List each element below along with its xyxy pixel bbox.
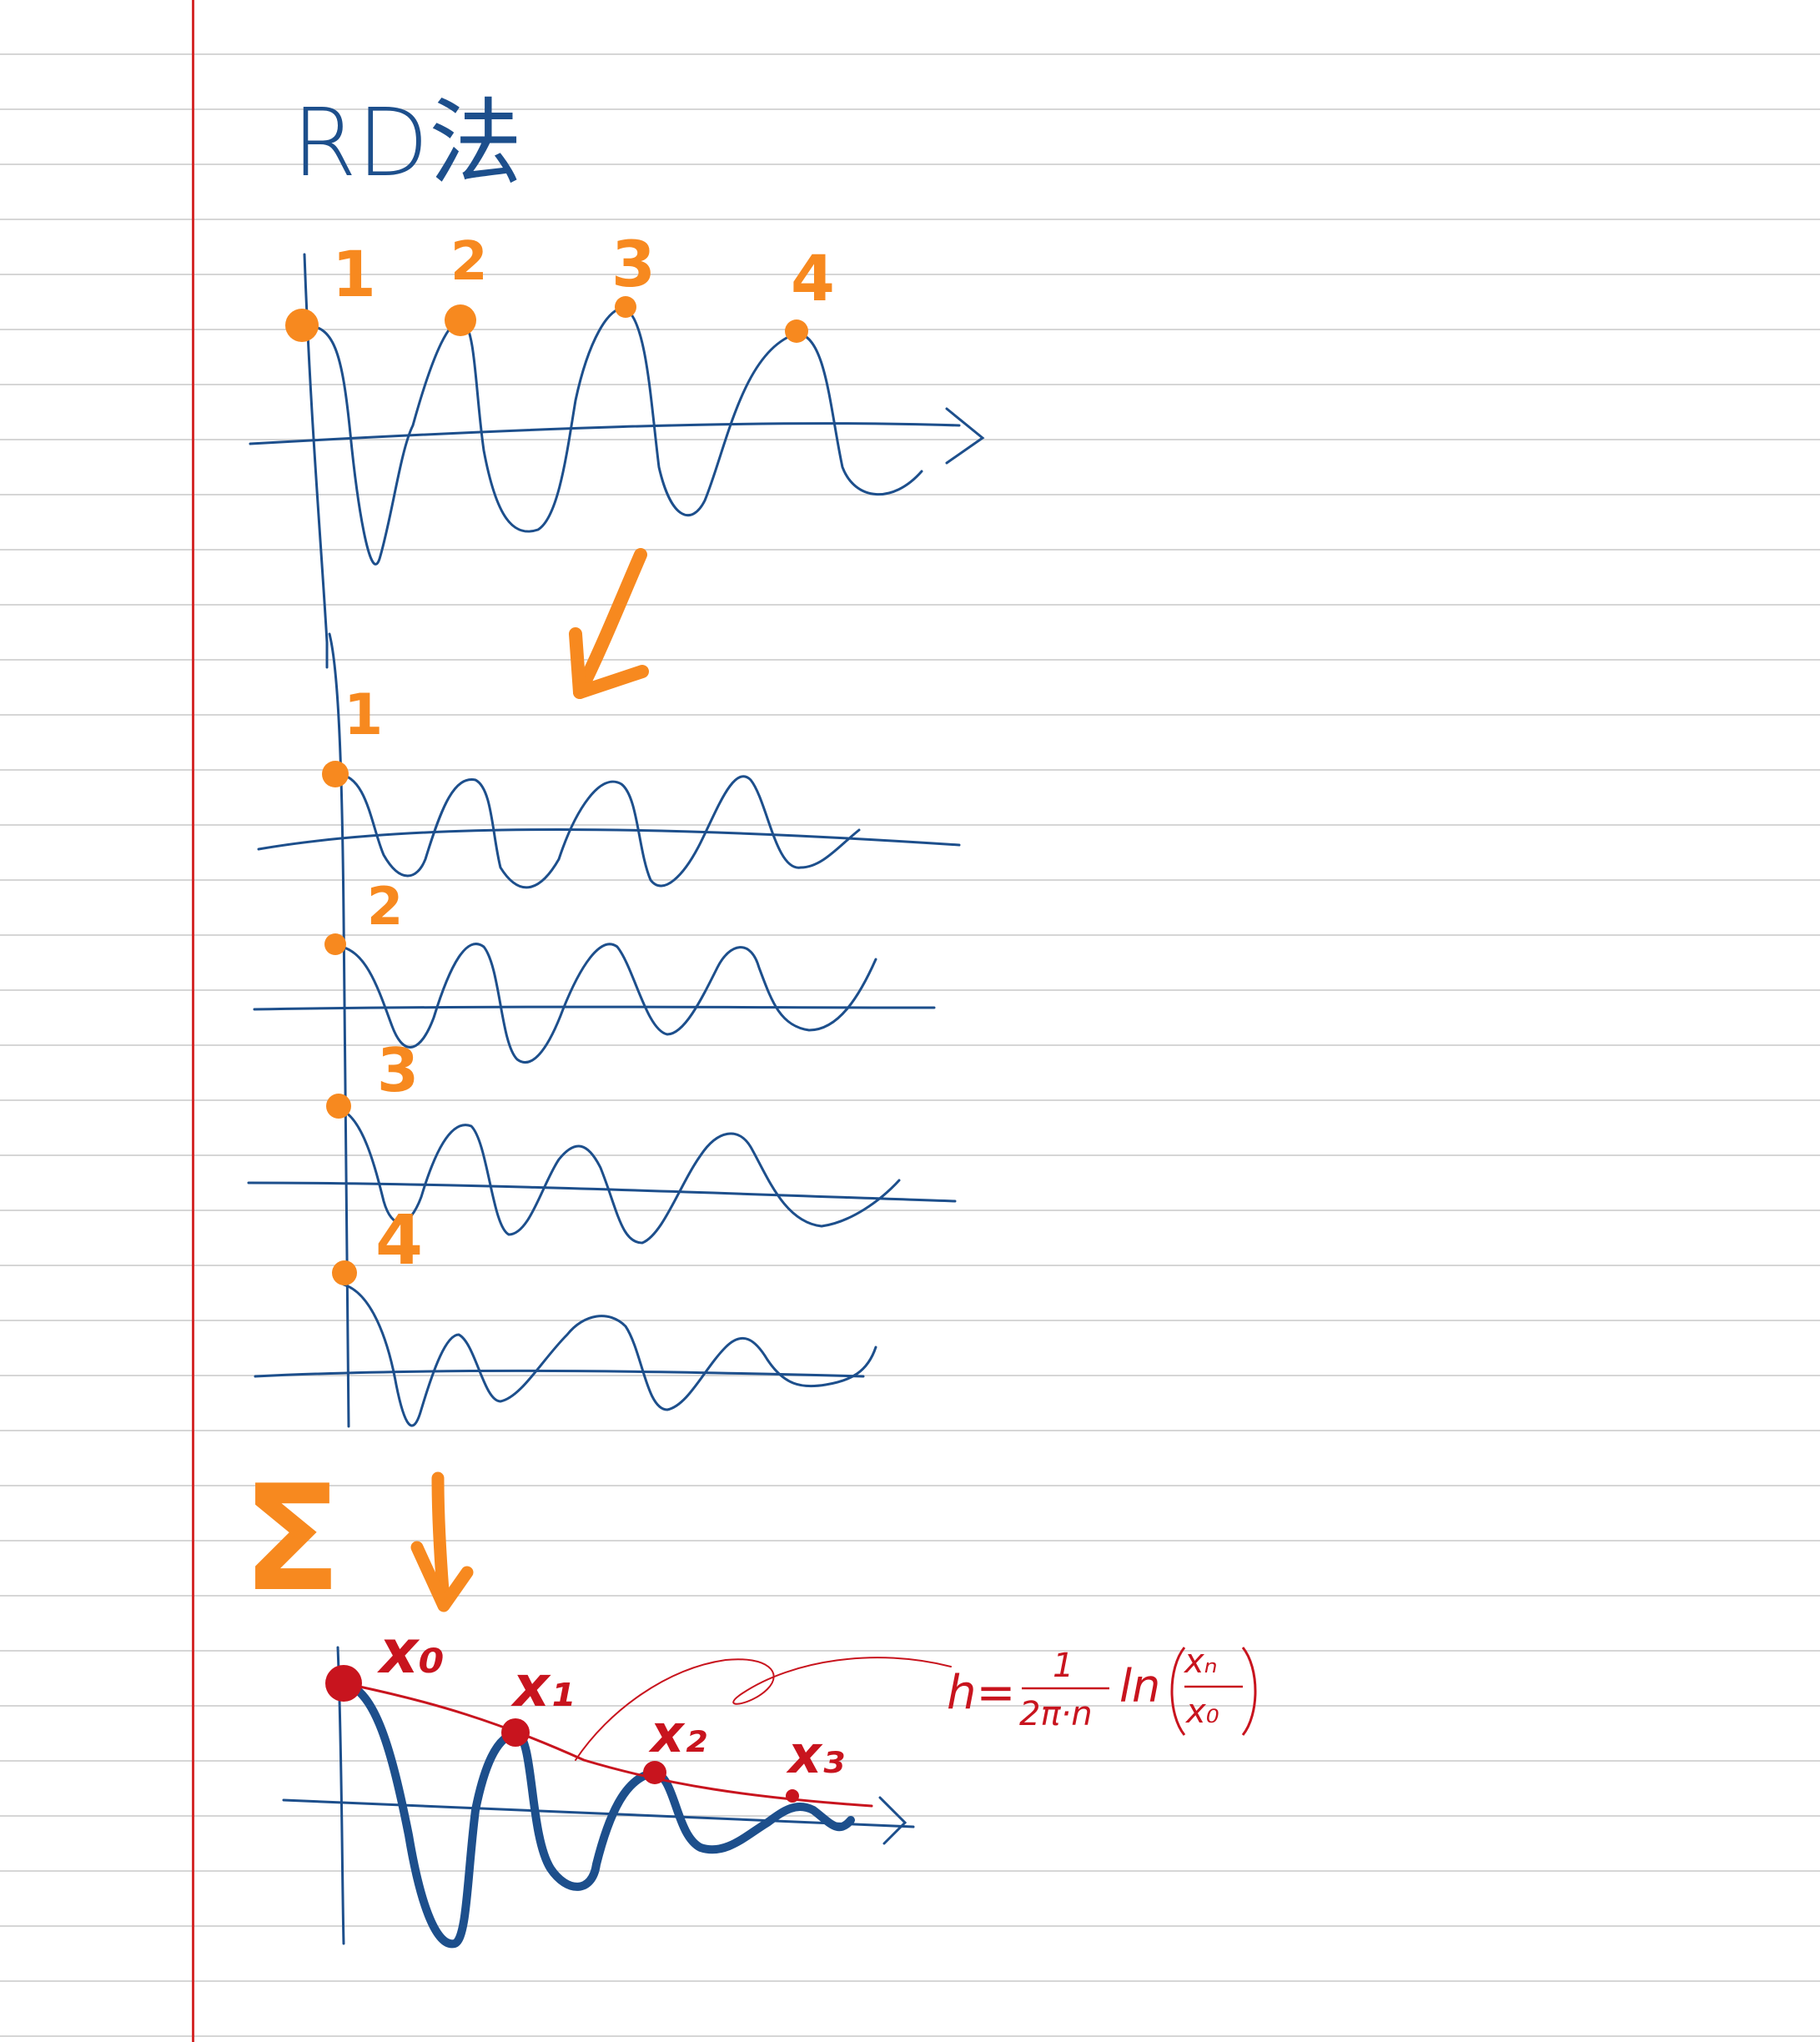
page-title: RD法 — [292, 89, 522, 198]
down-left-arrow — [569, 548, 649, 699]
formula-frac-denominator: 2π·n — [1019, 1695, 1093, 1733]
segment-label-3: 3 — [377, 1035, 419, 1105]
rd-point-labels: x₀ x₁ x₂ x₃ — [377, 1617, 844, 1785]
formula-left-paren — [1170, 1647, 1186, 1736]
label-x3: x₃ — [786, 1724, 844, 1785]
segment-label-2: 2 — [367, 876, 403, 937]
time-axis — [249, 422, 961, 445]
peak-label-4: 4 — [791, 241, 835, 315]
segment-3-waveform — [339, 1108, 901, 1245]
formula-inner-numerator: xₙ — [1183, 1642, 1218, 1681]
point-x1 — [501, 1718, 530, 1747]
decay-envelope — [342, 1682, 873, 1808]
peak-dot-4 — [785, 319, 808, 343]
segment-1-waveform — [336, 772, 861, 889]
point-x2 — [643, 1761, 666, 1784]
segment-start-dots — [322, 761, 357, 1285]
formula-leader-line — [575, 1657, 952, 1761]
segment-signals — [247, 632, 961, 1428]
segment-2-baseline — [253, 1005, 936, 1011]
point-x0 — [325, 1665, 362, 1702]
point-x3 — [786, 1789, 799, 1803]
peak-dot-2 — [445, 304, 476, 336]
formula-frac-numerator: 1 — [1053, 1647, 1073, 1685]
axis-arrowhead — [945, 407, 985, 465]
decay-waveform — [303, 307, 923, 566]
damping-formula: h= 1 2π·n ln xₙ x₀ — [947, 1642, 1257, 1736]
formula-right-paren — [1241, 1647, 1257, 1736]
formula-lhs: h= — [947, 1666, 1015, 1720]
segment-labels: 1 2 3 4 — [344, 682, 423, 1280]
segment-4-baseline — [254, 1369, 865, 1378]
segment-dot-4 — [332, 1260, 357, 1285]
segment-4-waveform — [342, 1283, 877, 1427]
formula-ln: ln — [1119, 1660, 1160, 1713]
peak-markers — [285, 296, 808, 343]
peak-labels: 1 2 3 4 — [332, 227, 835, 315]
peak-label-1: 1 — [332, 237, 376, 311]
rd-peak-points — [325, 1665, 799, 1803]
segment-label-1: 1 — [344, 682, 383, 748]
segment-2-waveform — [339, 943, 877, 1064]
down-arrow — [410, 1471, 474, 1612]
peak-dot-3 — [615, 296, 636, 318]
label-x2: x₂ — [648, 1703, 706, 1764]
peak-label-3: 3 — [611, 227, 656, 301]
margin-line — [192, 0, 194, 2042]
formula-inner-denominator: x₀ — [1184, 1692, 1219, 1731]
label-x0: x₀ — [377, 1617, 445, 1687]
segment-label-4: 4 — [375, 1201, 423, 1280]
peak-dot-1 — [285, 309, 319, 342]
segment-dot-2 — [324, 933, 346, 955]
bottom-axis-arrowhead — [878, 1796, 907, 1845]
sigma-symbol: Σ — [242, 1455, 342, 1624]
segments-vertical-axis — [328, 632, 350, 1428]
rd-signature-graph — [282, 1646, 952, 1949]
rd-signature-waveform — [339, 1679, 855, 1949]
label-x1: x₁ — [510, 1654, 575, 1720]
segment-dot-3 — [326, 1094, 351, 1119]
segment-1-baseline — [257, 828, 961, 851]
peak-label-2: 2 — [450, 231, 488, 293]
segment-dot-1 — [322, 761, 349, 787]
segment-3-baseline — [247, 1181, 957, 1203]
